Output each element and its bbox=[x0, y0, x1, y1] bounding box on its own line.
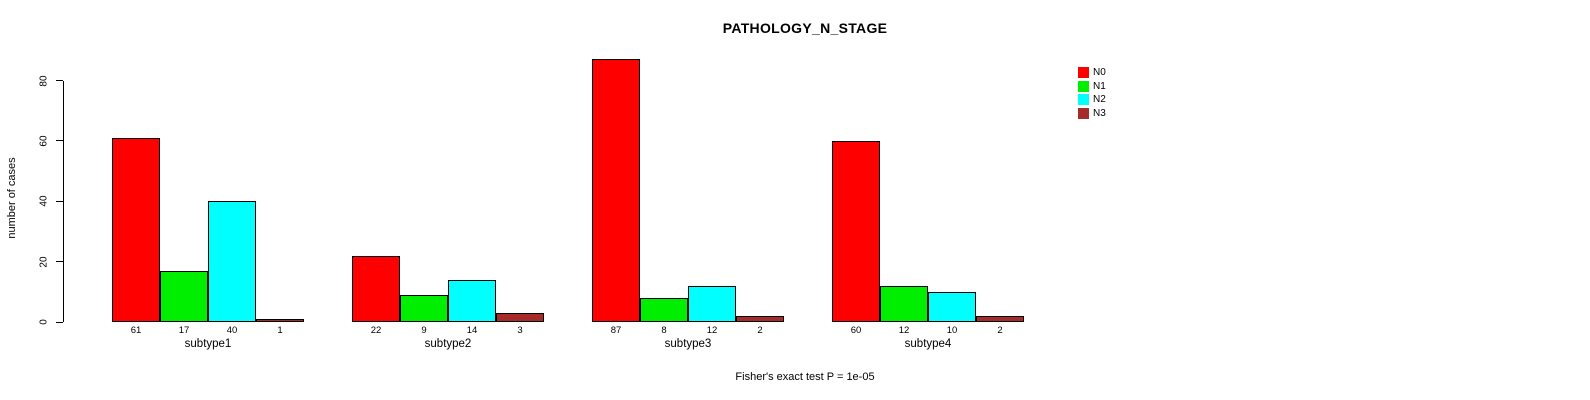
legend-swatch-n1 bbox=[1078, 80, 1089, 92]
bar-n2-subtype1 bbox=[208, 201, 256, 322]
y-axis-line bbox=[63, 80, 64, 322]
bar-n2-subtype2 bbox=[448, 280, 496, 322]
bar-n1-subtype1 bbox=[160, 271, 208, 322]
y-tick-mark bbox=[56, 80, 63, 81]
bar-n0-subtype3 bbox=[592, 59, 640, 322]
legend-swatch-n3 bbox=[1078, 107, 1089, 119]
legend-label: N2 bbox=[1093, 94, 1106, 105]
y-tick-mark bbox=[56, 321, 63, 323]
bar-n0-subtype2 bbox=[352, 256, 400, 322]
bar-n3-subtype2 bbox=[496, 313, 544, 322]
category-label-subtype2: subtype2 bbox=[424, 338, 472, 350]
bar-value-label: 12 bbox=[706, 325, 718, 336]
bar-value-label: 22 bbox=[370, 325, 382, 336]
bar-n3-subtype4 bbox=[976, 316, 1024, 322]
bar-value-label: 14 bbox=[466, 325, 478, 336]
legend-item-n2: N2 bbox=[1078, 94, 1106, 105]
bar-n1-subtype4 bbox=[880, 286, 928, 322]
bar-n3-subtype3 bbox=[736, 316, 784, 322]
bar-n1-subtype3 bbox=[640, 298, 688, 322]
legend-swatch-n2 bbox=[1078, 94, 1089, 105]
bar-n2-subtype4 bbox=[928, 292, 976, 322]
legend: N0 N1 N2 N3 bbox=[1078, 67, 1106, 121]
y-tick-mark bbox=[56, 200, 63, 202]
y-tick-label: 40 bbox=[38, 195, 50, 207]
legend-swatch-n0 bbox=[1078, 67, 1089, 78]
bar-n2-subtype3 bbox=[688, 286, 736, 322]
bar-value-label: 3 bbox=[517, 325, 523, 336]
bar-value-label: 60 bbox=[850, 325, 862, 336]
fisher-test-annotation: Fisher's exact test P = 1e-05 bbox=[735, 371, 875, 383]
bar-value-label: 2 bbox=[757, 325, 763, 336]
y-tick-label: 0 bbox=[38, 319, 50, 325]
category-label-subtype3: subtype3 bbox=[664, 338, 712, 350]
bar-n3-subtype1 bbox=[256, 319, 304, 322]
y-tick-mark bbox=[56, 140, 63, 142]
bar-value-label: 40 bbox=[226, 325, 238, 336]
y-tick-mark bbox=[56, 261, 63, 263]
y-tick-label: 60 bbox=[38, 135, 50, 147]
bar-n0-subtype4 bbox=[832, 141, 880, 322]
bar-value-label: 10 bbox=[946, 325, 958, 336]
legend-label: N3 bbox=[1093, 107, 1106, 119]
y-axis-label: number of cases bbox=[6, 157, 18, 239]
y-tick-label: 20 bbox=[38, 256, 50, 268]
legend-label: N0 bbox=[1093, 67, 1106, 78]
category-label-subtype1: subtype1 bbox=[184, 338, 232, 350]
legend-item-n1: N1 bbox=[1078, 80, 1106, 92]
bar-value-label: 61 bbox=[130, 325, 142, 336]
category-label-subtype4: subtype4 bbox=[904, 338, 952, 350]
bar-value-label: 8 bbox=[661, 325, 667, 336]
legend-item-n3: N3 bbox=[1078, 107, 1106, 119]
bar-value-label: 12 bbox=[898, 325, 910, 336]
chart-title: PATHOLOGY_N_STAGE bbox=[722, 20, 888, 36]
bar-value-label: 2 bbox=[997, 325, 1003, 336]
bar-n0-subtype1 bbox=[112, 138, 160, 322]
bar-n1-subtype2 bbox=[400, 295, 448, 322]
legend-label: N1 bbox=[1093, 80, 1106, 92]
y-tick-label: 80 bbox=[38, 74, 50, 87]
bar-value-label: 9 bbox=[421, 325, 427, 336]
bar-value-label: 17 bbox=[178, 325, 190, 336]
bar-value-label: 1 bbox=[277, 325, 283, 336]
legend-item-n0: N0 bbox=[1078, 67, 1106, 78]
bar-value-label: 87 bbox=[610, 325, 622, 336]
